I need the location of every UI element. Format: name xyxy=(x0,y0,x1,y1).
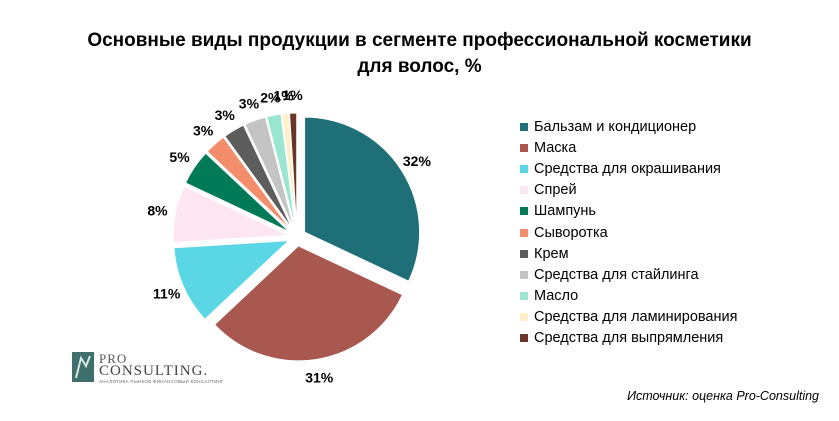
data-label-4: 8% xyxy=(147,202,168,218)
legend-label: Средства для стайлинга xyxy=(534,266,699,283)
legend-label: Спрей xyxy=(534,182,577,199)
legend-item-10: Средства для ламинирования xyxy=(520,307,737,328)
data-label-7: 3% xyxy=(215,107,236,123)
legend-item-6: Сыворотка xyxy=(520,222,737,243)
legend-swatch xyxy=(520,249,528,258)
legend-item-9: Масло xyxy=(520,286,737,307)
source-note: Источник: оценка Pro-Consulting xyxy=(627,389,819,403)
data-label-9: 2% xyxy=(260,90,281,106)
data-label-10: 1% xyxy=(274,88,295,104)
data-label-6: 3% xyxy=(193,122,214,138)
data-label-5: 5% xyxy=(169,149,190,165)
legend-label: Средства для выпрямления xyxy=(534,330,724,347)
pie-slice-9 xyxy=(266,113,296,229)
legend-item-5: Шампунь xyxy=(520,201,737,222)
data-label-1: 32% xyxy=(403,153,432,169)
data-label-8: 3% xyxy=(239,95,260,111)
legend-swatch xyxy=(520,122,528,131)
legend-swatch xyxy=(520,186,528,195)
legend-label: Масло xyxy=(534,288,579,305)
pro-consulting-logo: PRO CONSULTING. АНАЛИТИКА РЫНКОВ ФИНАНСО… xyxy=(72,350,224,386)
legend-swatch xyxy=(520,334,528,343)
data-label-2: 31% xyxy=(305,369,334,385)
logo-brand-text: CONSULTING. xyxy=(99,363,209,379)
chart-title: Основные виды продукции в сегменте профе… xyxy=(87,30,752,77)
legend-item-4: Спрей xyxy=(520,180,737,201)
legend-label: Сыворотка xyxy=(534,224,608,241)
logo-pro-text: PRO xyxy=(99,351,128,366)
data-label-11: 1% xyxy=(282,87,303,103)
logo-emblem-icon xyxy=(72,352,94,382)
pie-slice-1 xyxy=(304,116,421,282)
legend-swatch xyxy=(520,228,528,237)
legend-swatch xyxy=(520,292,528,301)
chart-legend: Бальзам и кондиционер Маска Средства для о… xyxy=(520,116,737,349)
pie-slice-7 xyxy=(224,124,293,230)
legend-label: Крем xyxy=(534,245,569,262)
legend-label: Маска xyxy=(534,139,577,156)
legend-item-7: Крем xyxy=(520,243,737,264)
pie-slice-3 xyxy=(173,239,291,321)
legend-item-1: Бальзам и кондиционер xyxy=(520,116,737,137)
legend-item-11: Средства для выпрямления xyxy=(520,328,737,349)
pie-slice-6 xyxy=(206,136,292,231)
logo-tagline: АНАЛИТИКА РЫНКОВ ФИНАНСОВЫЙ КОНСАЛТИНГ xyxy=(99,379,224,384)
pie-slice-4 xyxy=(172,185,289,244)
legend-swatch xyxy=(520,164,528,173)
pie-slice-5 xyxy=(184,152,290,233)
pie-slice-11 xyxy=(288,112,298,229)
legend-item-3: Средства для окрашивания xyxy=(520,158,737,179)
legend-swatch xyxy=(520,270,528,279)
legend-label: Бальзам и кондиционер xyxy=(534,118,697,135)
pie-slice-10 xyxy=(281,112,297,229)
legend-swatch xyxy=(520,207,528,216)
legend-label: Шампунь xyxy=(534,203,596,220)
legend-swatch xyxy=(520,143,528,152)
legend-label: Средства для окрашивания xyxy=(534,160,721,177)
legend-swatch xyxy=(520,313,528,322)
pie-slice-2 xyxy=(213,245,404,362)
pie-slice-8 xyxy=(244,116,295,229)
legend-label: Средства для ламинирования xyxy=(534,309,738,326)
data-label-3: 11% xyxy=(153,285,181,301)
legend-item-2: Маска xyxy=(520,137,737,158)
legend-item-8: Средства для стайлинга xyxy=(520,264,737,285)
